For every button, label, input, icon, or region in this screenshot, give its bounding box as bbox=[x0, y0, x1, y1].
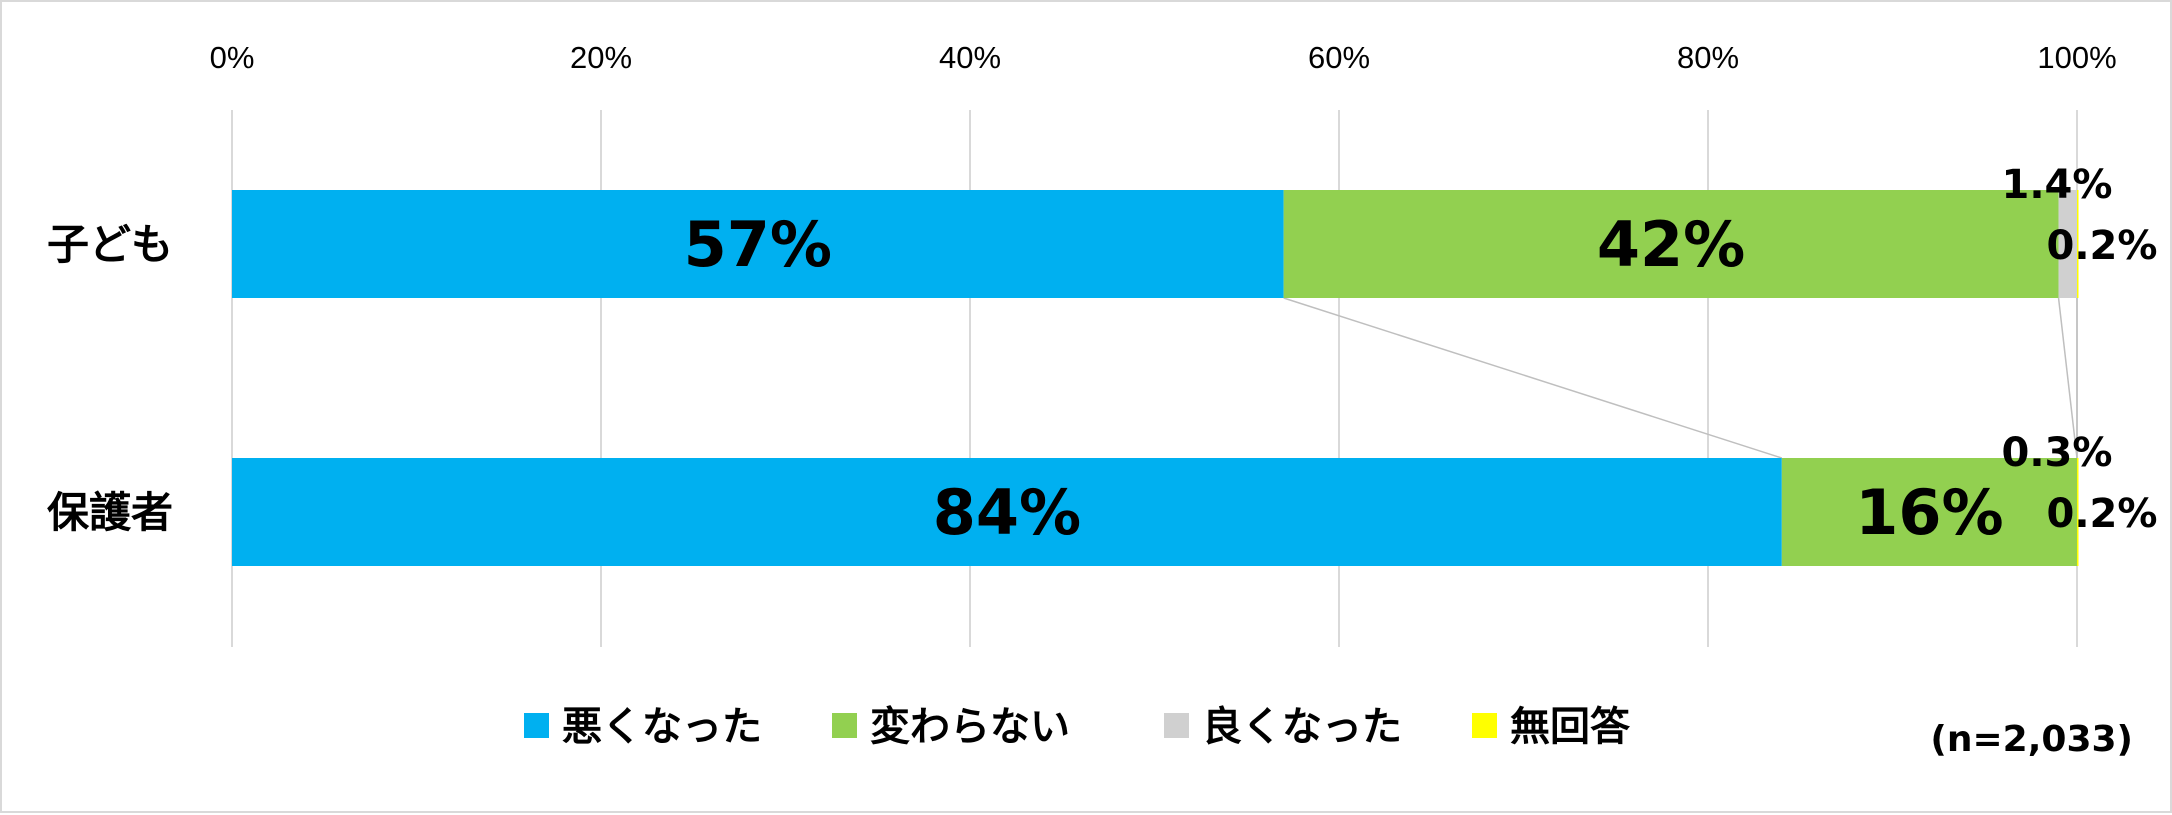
x-axis-ticks: 0% 20% 40% 60% 80% 100% bbox=[210, 40, 2117, 75]
series-line bbox=[1283, 297, 1783, 459]
data-labels: 57% 42% 1.4% 0.2% 84% 16%0.3% 0.2% bbox=[684, 162, 2158, 549]
series-line bbox=[2057, 297, 2078, 459]
data-label: 0.2% bbox=[2047, 491, 2158, 537]
sample-size-note: (n=2,033) bbox=[1930, 719, 2133, 760]
data-label: 0.2% bbox=[2047, 223, 2158, 269]
category-label: 保護者 bbox=[47, 488, 173, 537]
legend-swatch bbox=[1164, 713, 1189, 738]
bar-segment bbox=[2077, 190, 2079, 298]
legend-label: 無回答 bbox=[1510, 704, 1631, 750]
legend: 悪くなった 変わらない 良くなった 無回答 bbox=[524, 704, 1631, 750]
bars bbox=[232, 190, 2079, 566]
bar-segment bbox=[1781, 458, 2077, 566]
legend-label: 悪くなった bbox=[562, 704, 762, 750]
x-tick-label: 100% bbox=[2037, 40, 2116, 75]
legend-swatch bbox=[1472, 713, 1497, 738]
legend-swatch bbox=[524, 713, 549, 738]
data-label: 1.4% bbox=[2002, 162, 2113, 208]
bar-segment bbox=[232, 190, 1284, 298]
bar-segment bbox=[2077, 458, 2079, 566]
series-lines bbox=[1283, 297, 2078, 459]
legend-label: 良くなった bbox=[1202, 704, 1402, 750]
data-label: 0.3% bbox=[2002, 430, 2113, 476]
x-tick-label: 80% bbox=[1677, 40, 1739, 75]
data-label: 57% bbox=[684, 208, 832, 281]
data-label: 16% bbox=[1855, 476, 2003, 549]
data-label: 42% bbox=[1597, 208, 1745, 281]
bar-segment bbox=[232, 458, 1782, 566]
legend-label: 変わらない bbox=[870, 704, 1070, 750]
x-tick-label: 60% bbox=[1308, 40, 1370, 75]
category-label: 子ども bbox=[47, 220, 173, 269]
bar-segment bbox=[2058, 190, 2077, 298]
data-label: 84% bbox=[933, 476, 1081, 549]
x-tick-label: 40% bbox=[939, 40, 1001, 75]
x-tick-label: 20% bbox=[570, 40, 632, 75]
x-tick-label: 0% bbox=[210, 40, 255, 75]
bar-segment bbox=[1283, 190, 2059, 298]
legend-swatch bbox=[832, 713, 857, 738]
